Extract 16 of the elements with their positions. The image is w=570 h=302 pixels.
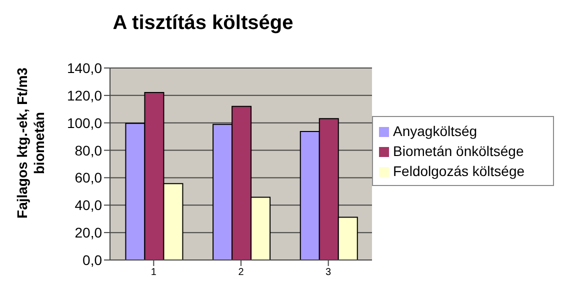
y-tick-label: 40,0	[74, 197, 102, 214]
y-tick-label: 140,0	[66, 60, 102, 76]
x-tick-label: 1	[150, 267, 157, 278]
x-tick-label: 2	[238, 267, 244, 278]
y-tick-label: 120,0	[66, 87, 102, 104]
chart-title: A tisztítás költsége	[112, 12, 294, 35]
legend-label: Biometán önköltsége	[393, 143, 524, 159]
y-tick-label: 0,0	[82, 252, 102, 268]
y-tick-label: 100,0	[66, 114, 102, 131]
y-tick-label: 20,0	[74, 224, 102, 241]
y-tick-label: 60,0	[74, 170, 102, 186]
x-tick-label: 3	[326, 267, 332, 278]
legend-label: Anyagköltség	[393, 123, 478, 139]
y-tick-label: 80,0	[74, 142, 102, 158]
legend-label: Feldolgozás költsége	[393, 163, 525, 179]
y-axis-title: Fajlagos ktg.-ek, Ft/m3 biometán	[13, 66, 48, 220]
